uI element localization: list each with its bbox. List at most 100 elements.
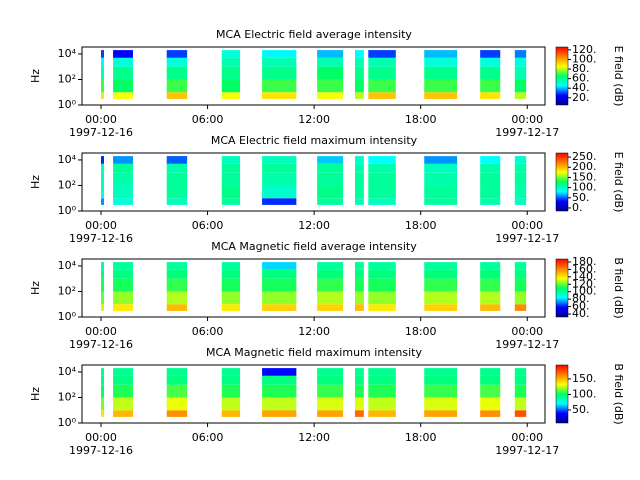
heat-cell: [262, 368, 297, 376]
heat-cell: [368, 198, 396, 205]
colorbar-tick-label: 50.: [572, 403, 590, 416]
heat-cell: [480, 156, 501, 164]
heat-cell: [113, 304, 133, 311]
heat-cell: [262, 291, 297, 305]
heat-cell: [354, 384, 364, 398]
heat-cell: [317, 50, 344, 58]
heat-cell: [317, 375, 344, 385]
heat-cell: [317, 66, 344, 80]
heat-cell: [113, 172, 133, 186]
heat-cell: [514, 185, 527, 199]
heat-cell: [514, 163, 527, 173]
heat-cell: [354, 262, 364, 270]
heat-cell: [354, 375, 364, 385]
heat-cell: [166, 368, 188, 376]
heat-cell: [514, 368, 527, 376]
x-tick-label: 06:00: [192, 431, 224, 444]
x-tick-label: 12:00: [298, 431, 330, 444]
heat-cell: [317, 163, 344, 173]
colorbar-label: B field (dB): [612, 363, 625, 424]
plot-frame: [81, 152, 546, 212]
y-axis-label: Hz: [29, 69, 42, 83]
heat-cell: [262, 375, 297, 385]
colorbar-tick-label: 150.: [572, 170, 597, 183]
heat-cell: [368, 375, 396, 385]
heat-cell: [101, 278, 105, 292]
colorbar-tick-label: 20.: [572, 91, 590, 104]
heat-cell: [424, 269, 458, 279]
heat-cell: [354, 66, 364, 80]
heat-cell: [424, 304, 458, 311]
heat-cell: [514, 156, 527, 164]
heat-cell: [354, 291, 364, 305]
colorbar-tick-label: 100.: [572, 52, 597, 65]
heat-cell: [424, 262, 458, 270]
x-tick-label: 12:00: [298, 325, 330, 338]
heat-cell: [262, 397, 297, 411]
heat-cell: [166, 384, 188, 398]
heat-cell: [514, 79, 527, 93]
y-tick-label: 10²: [58, 178, 76, 191]
heat-cell: [368, 156, 396, 164]
x-date-label: 1997-12-16: [69, 444, 133, 457]
y-tick-label: 10⁰: [58, 98, 77, 111]
heat-cell: [514, 57, 527, 67]
heat-cell: [262, 410, 297, 417]
heat-cell: [101, 66, 105, 80]
heat-cell: [354, 92, 364, 99]
heat-cell: [262, 262, 297, 270]
heat-cell: [166, 185, 188, 199]
heat-cell: [354, 185, 364, 199]
heat-cell: [480, 397, 501, 411]
y-tick-label: 10⁴: [58, 365, 77, 378]
heat-cell: [424, 291, 458, 305]
heat-cell: [101, 375, 105, 385]
heat-cell: [101, 410, 105, 417]
heat-cell: [514, 410, 527, 417]
heat-cell: [480, 92, 501, 99]
heat-cell: [424, 66, 458, 80]
heat-cell: [514, 304, 527, 311]
heat-cell: [514, 66, 527, 80]
heat-cell: [262, 185, 297, 199]
colorbar: [555, 46, 569, 106]
heat-cell: [113, 291, 133, 305]
heat-cell: [480, 375, 501, 385]
heat-cell: [424, 163, 458, 173]
heat-cell: [166, 163, 188, 173]
colorbar-tick-label: 100.: [572, 285, 597, 298]
x-tick-label: 06:00: [192, 325, 224, 338]
colorbar-tick-label: 150.: [572, 372, 597, 385]
heat-cell: [368, 262, 396, 270]
heat-cell: [317, 269, 344, 279]
heat-cell: [480, 262, 501, 270]
heat-cell: [262, 92, 297, 99]
heat-cell: [368, 368, 396, 376]
heat-cell: [262, 269, 297, 279]
heat-cell: [354, 50, 364, 58]
heat-cell: [166, 375, 188, 385]
heat-cell: [514, 384, 527, 398]
heat-cell: [368, 79, 396, 93]
colorbar-tick-label: 140.: [572, 270, 597, 283]
colorbar-tick-label: 100.: [572, 181, 597, 194]
heat-cell: [514, 397, 527, 411]
x-tick-label: 18:00: [405, 325, 437, 338]
x-tick-label: 18:00: [405, 113, 437, 126]
x-tick-label: 12:00: [298, 113, 330, 126]
heat-cell: [221, 262, 241, 270]
heat-cell: [113, 163, 133, 173]
heat-cell: [514, 50, 527, 58]
x-date-label: 1997-12-17: [495, 444, 559, 457]
heat-cell: [101, 262, 105, 270]
heat-cell: [368, 384, 396, 398]
heat-cell: [101, 368, 105, 376]
heat-cell: [101, 50, 105, 58]
heat-cell: [354, 156, 364, 164]
x-date-label: 1997-12-16: [69, 232, 133, 245]
heat-cell: [317, 79, 344, 93]
heat-cell: [317, 185, 344, 199]
heat-cell: [221, 79, 241, 93]
heat-cell: [166, 79, 188, 93]
heat-cell: [221, 410, 241, 417]
